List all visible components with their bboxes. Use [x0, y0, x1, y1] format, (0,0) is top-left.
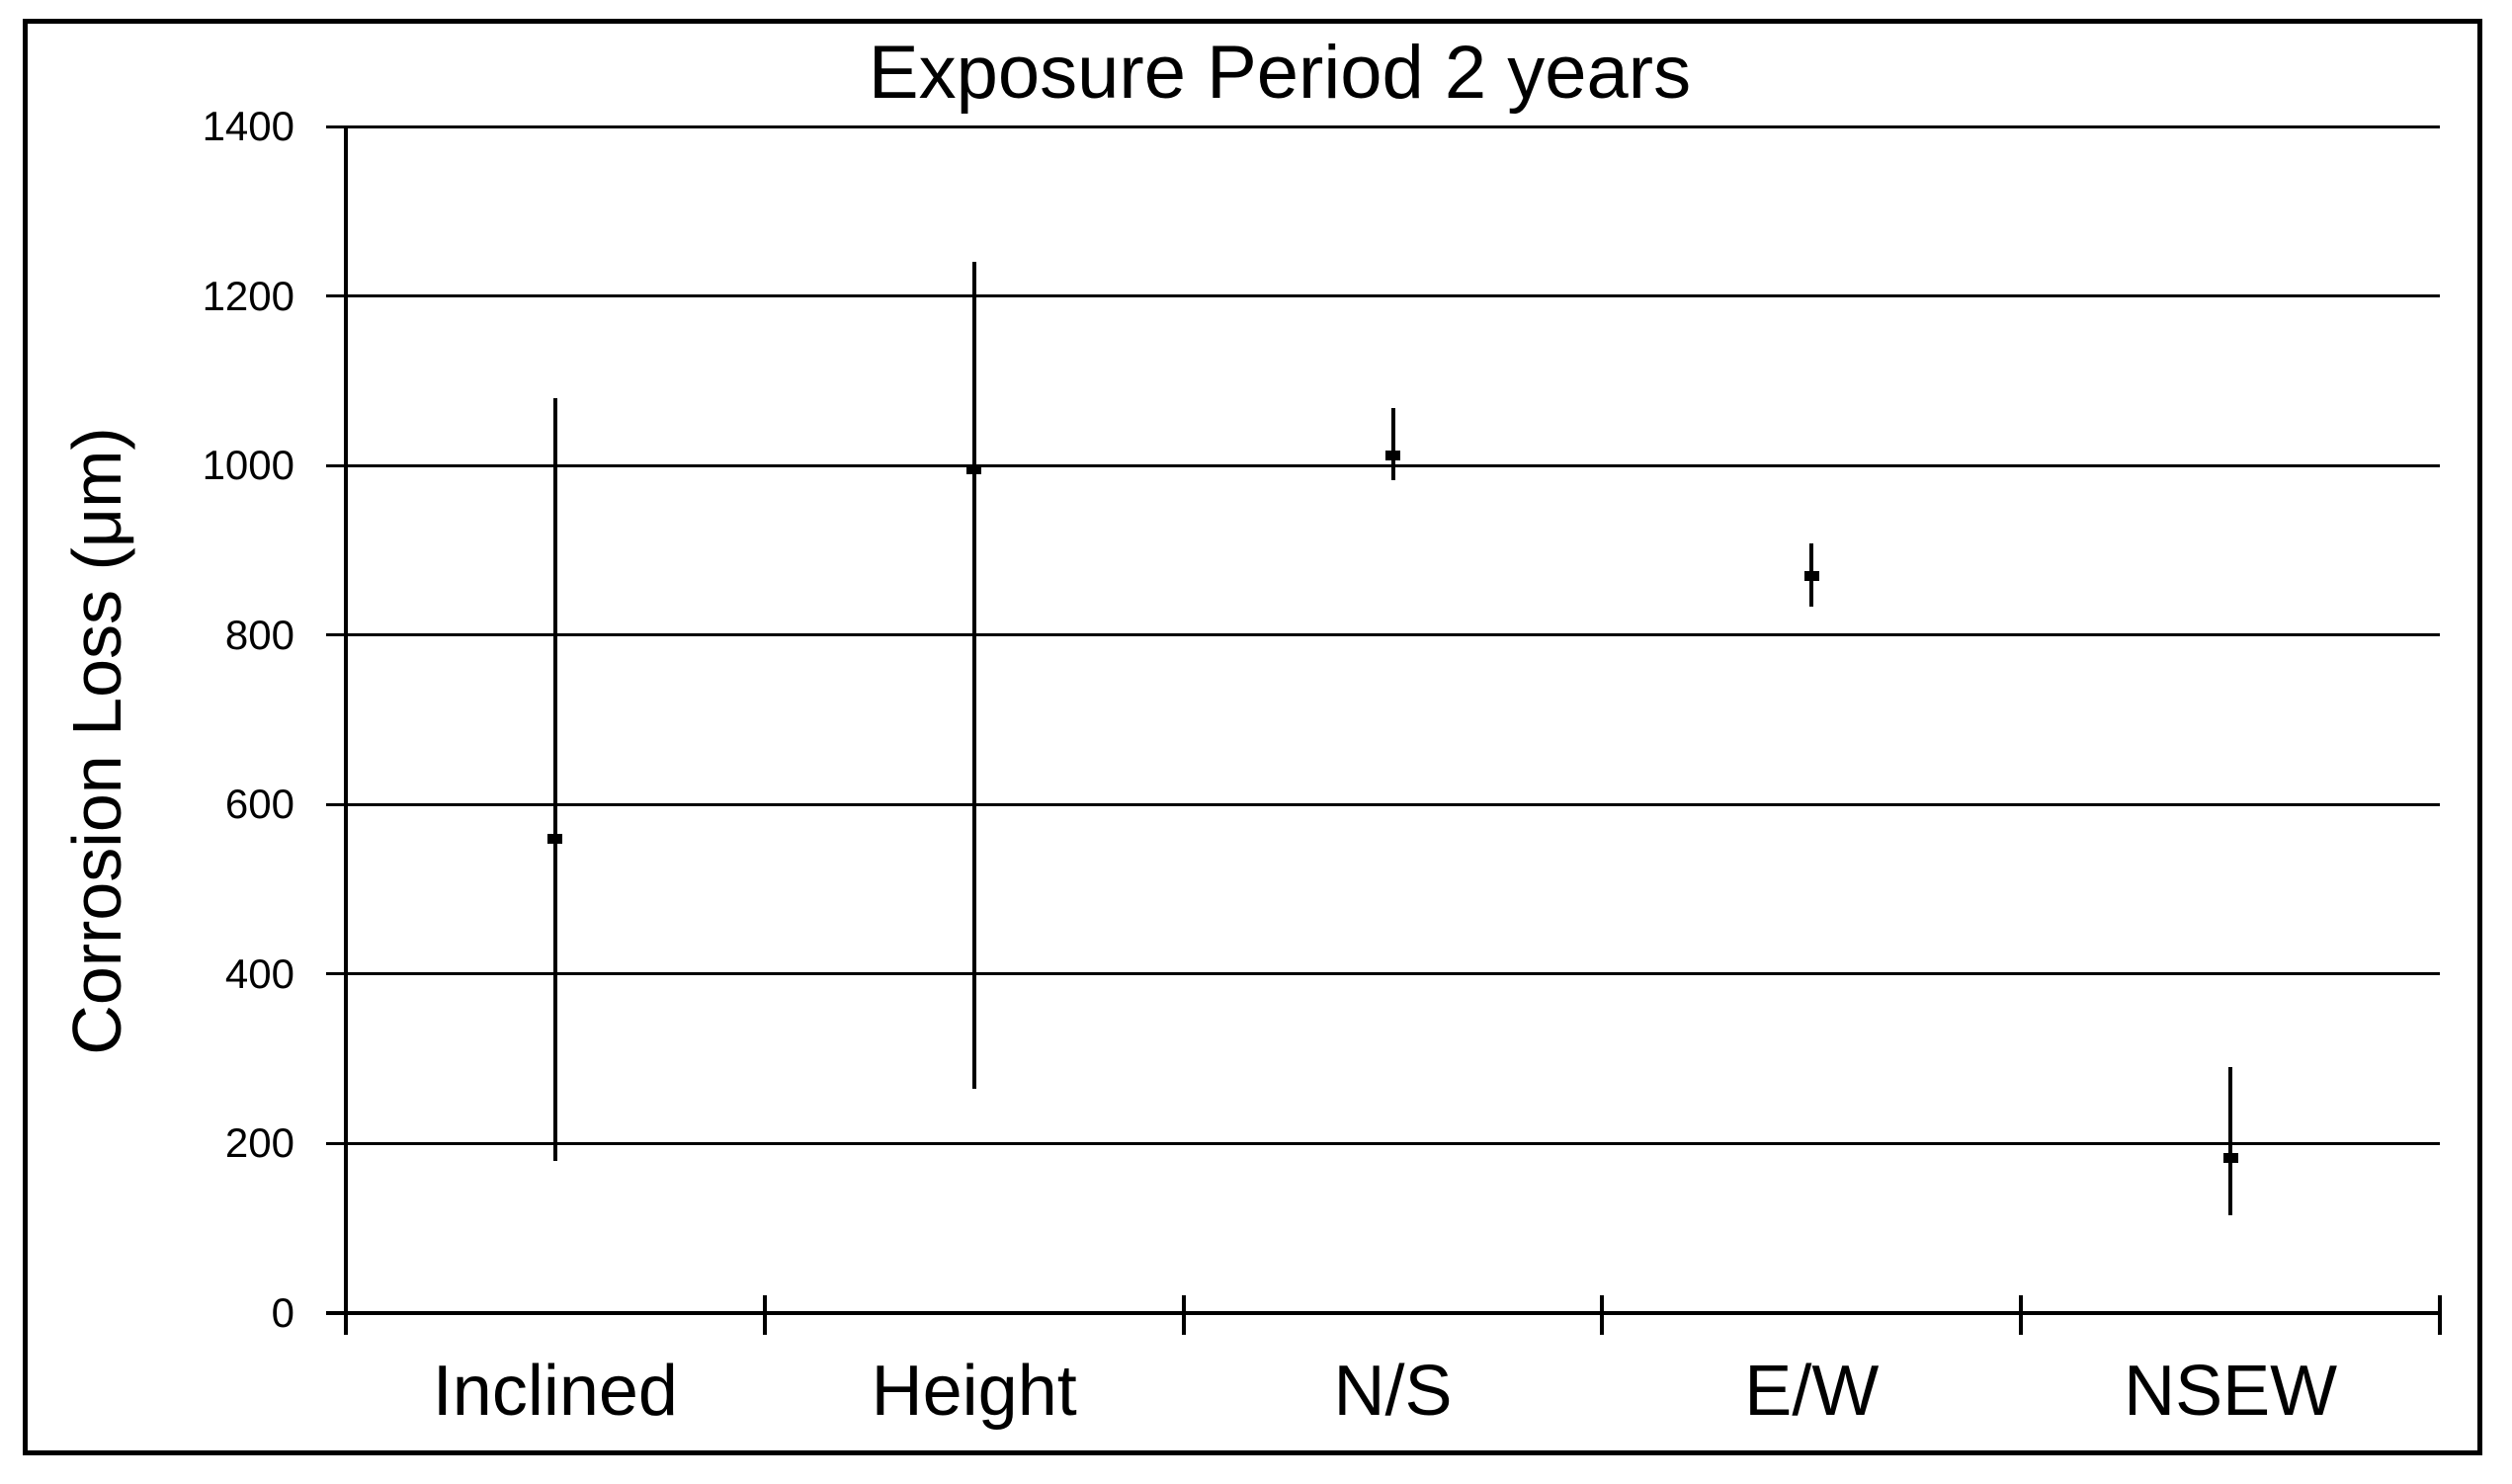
gridline — [326, 633, 2440, 637]
x-category-label: Inclined — [432, 1352, 678, 1431]
error-bar — [971, 262, 976, 1089]
error-bar-marker — [1803, 570, 1819, 581]
error-bar — [552, 397, 557, 1161]
y-tick-label: 0 — [271, 1289, 294, 1336]
gridline — [326, 463, 2440, 467]
figure-frame — [23, 19, 2482, 1455]
y-tick-label: 800 — [224, 611, 294, 658]
x-tick — [2438, 1295, 2442, 1335]
error-bar — [2228, 1067, 2233, 1216]
gridline — [326, 1141, 2440, 1145]
y-tick-label: 1400 — [202, 103, 294, 149]
x-tick — [1181, 1295, 1186, 1335]
x-category-label: E/W — [1744, 1352, 1880, 1431]
x-category-label: N/S — [1333, 1352, 1453, 1431]
error-bar-marker — [547, 833, 563, 844]
x-category-label: NSEW — [2124, 1352, 2338, 1431]
x-tick — [2019, 1295, 2024, 1335]
x-category-label: Height — [871, 1352, 1077, 1431]
x-tick — [1600, 1295, 1605, 1335]
gridline — [326, 972, 2440, 976]
y-tick-label: 600 — [224, 781, 294, 828]
gridline — [326, 294, 2440, 298]
error-bar — [1390, 407, 1395, 480]
x-tick — [762, 1295, 767, 1335]
error-bar-marker — [2222, 1153, 2238, 1163]
y-tick-label: 400 — [224, 949, 294, 997]
y-tick-label: 200 — [224, 1119, 294, 1167]
gridline — [326, 124, 2440, 128]
error-bar-marker — [966, 464, 982, 475]
y-tick-label: 1200 — [202, 272, 294, 319]
chart-title: Exposure Period 2 years — [868, 31, 1692, 115]
error-bar-marker — [1385, 450, 1400, 460]
y-tick-label: 1000 — [202, 442, 294, 489]
y-axis-line — [344, 126, 348, 1335]
gridline — [326, 1311, 2440, 1315]
gridline — [326, 802, 2440, 806]
